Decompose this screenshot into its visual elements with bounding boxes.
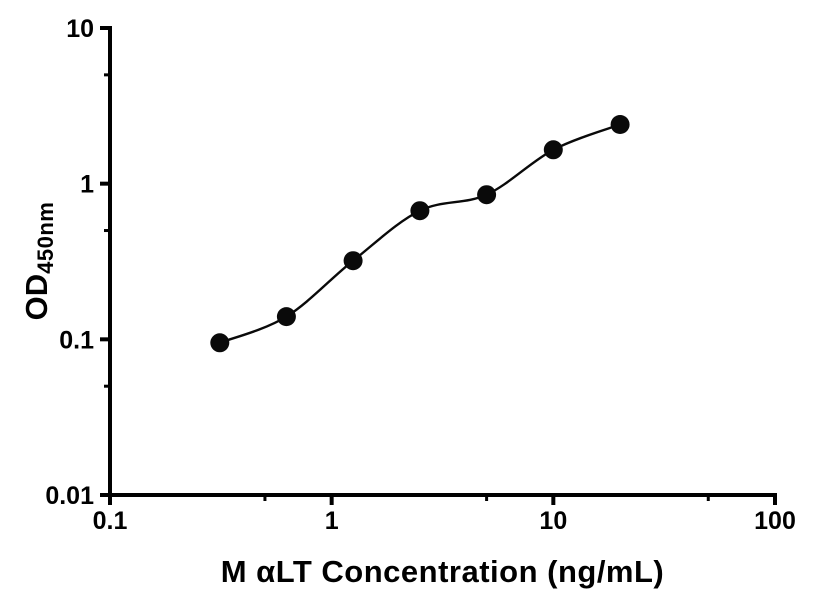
data-point xyxy=(410,201,430,221)
x-tick-label: 0.1 xyxy=(93,507,128,535)
data-point xyxy=(610,115,630,134)
data-point xyxy=(210,333,230,353)
y-tick-label: 0.01 xyxy=(45,482,94,510)
y-axis-title: OD450nm xyxy=(19,202,59,321)
y-tick-label: 0.1 xyxy=(59,326,94,354)
data-point xyxy=(276,307,296,327)
data-point xyxy=(343,251,363,271)
y-axis-title-subscript: 450nm xyxy=(33,201,58,274)
x-tick-label: 1 xyxy=(325,507,339,535)
y-tick-label: 1 xyxy=(80,171,94,199)
data-point xyxy=(543,140,563,160)
x-axis-title: M αLT Concentration (ng/mL) xyxy=(220,554,665,589)
data-point xyxy=(477,185,497,205)
y-axis-title-main: OD xyxy=(19,273,54,321)
y-tick-label: 10 xyxy=(66,15,94,43)
axes-spines xyxy=(108,26,777,497)
x-tick-label: 100 xyxy=(754,507,796,535)
x-tick-label: 10 xyxy=(539,507,567,535)
